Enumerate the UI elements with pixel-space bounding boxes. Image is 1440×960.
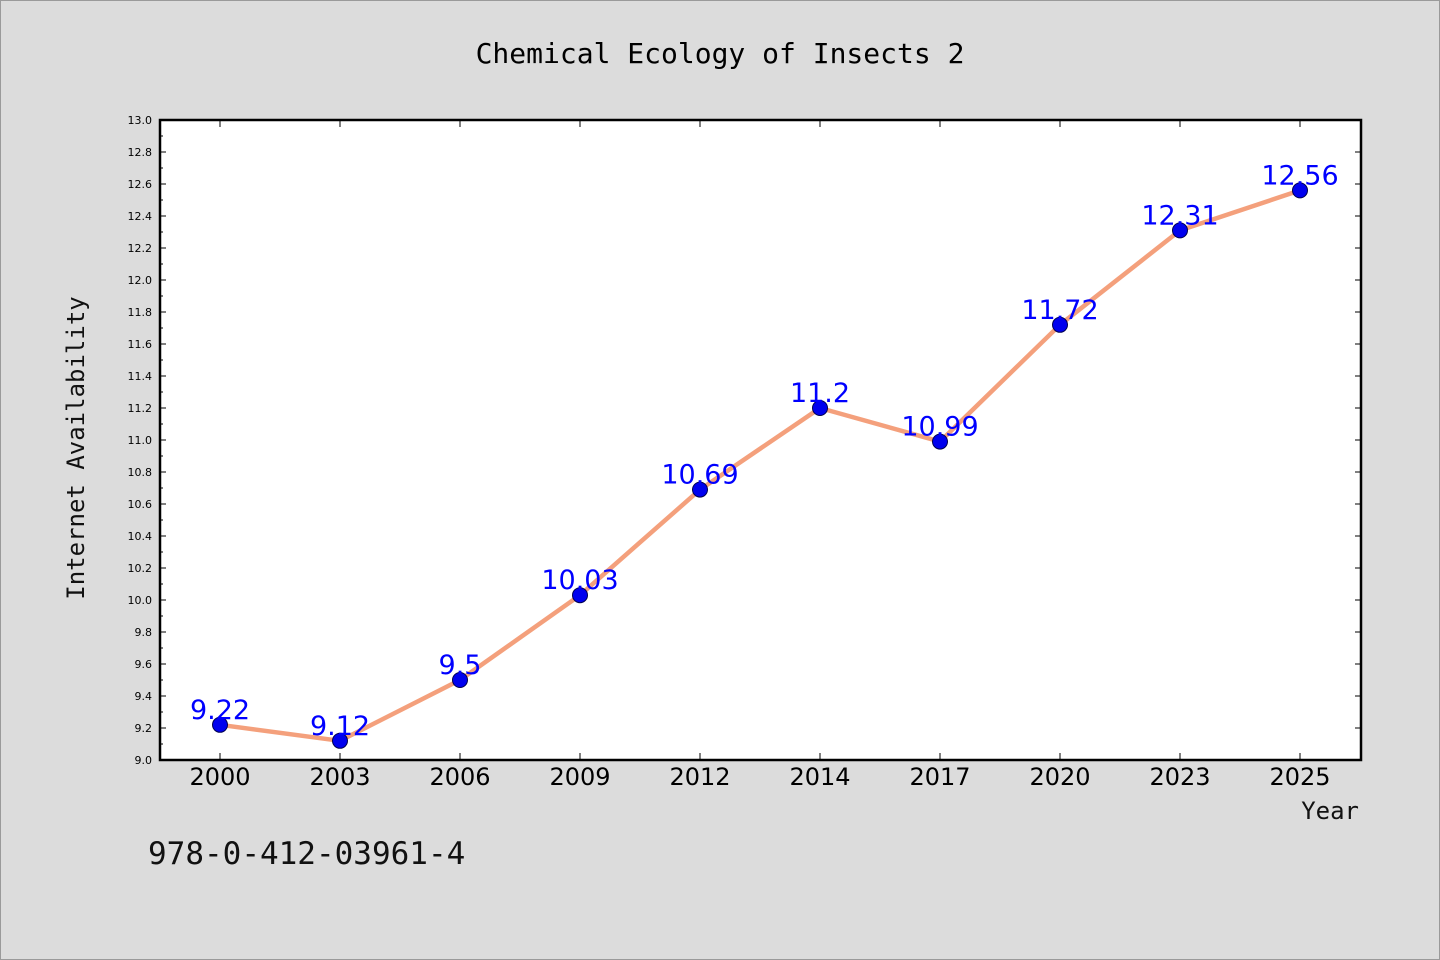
x-tick-label: 2014 bbox=[789, 763, 850, 791]
y-tick-label: 12.8 bbox=[128, 146, 153, 159]
x-tick-label: 2023 bbox=[1149, 763, 1210, 791]
y-axis-label: Internet Availability bbox=[62, 296, 90, 599]
x-axis: 2000 2003 2006 2009 2012 2014 2017 2020 2023 2025 bbox=[189, 120, 1331, 791]
data-point bbox=[572, 587, 588, 604]
data-point bbox=[932, 433, 948, 450]
data-point bbox=[1292, 182, 1308, 199]
data-point bbox=[1172, 222, 1188, 239]
y-tick-label: 11.2 bbox=[128, 402, 153, 415]
y-tick-label: 10.8 bbox=[128, 466, 153, 479]
x-tick-label: 2020 bbox=[1029, 763, 1090, 791]
data-label: 10.99 bbox=[901, 412, 978, 443]
y-tick-label: 10.6 bbox=[128, 498, 153, 511]
y-tick-label: 12.0 bbox=[128, 274, 153, 287]
data-point bbox=[1052, 316, 1068, 333]
y-tick-label: 11.6 bbox=[128, 338, 153, 351]
x-tick-label: 2006 bbox=[429, 763, 490, 791]
x-tick-label: 2017 bbox=[909, 763, 970, 791]
data-point bbox=[332, 732, 348, 749]
data-point bbox=[212, 716, 228, 733]
data-point bbox=[452, 672, 468, 688]
y-tick-label: 12.2 bbox=[128, 242, 153, 255]
y-tick-label: 10.0 bbox=[128, 594, 153, 607]
series-line bbox=[219, 188, 1301, 744]
data-point bbox=[812, 400, 828, 416]
y-tick-label: 12.6 bbox=[128, 178, 153, 191]
x-tick-label: 2003 bbox=[309, 763, 370, 791]
y-tick-label: 11.0 bbox=[128, 434, 153, 447]
y-tick-label: 9.4 bbox=[135, 690, 153, 703]
y-tick-label: 13.0 bbox=[128, 114, 153, 127]
x-tick-label: 2012 bbox=[669, 763, 730, 791]
data-label: 11.72 bbox=[1021, 295, 1098, 326]
y-axis: 9.0 9.2 9.4 9.6 9.8 10.0 10.2 10.4 10.6 10.8 11.0 1… bbox=[128, 114, 1361, 767]
chart-title: Chemical Ecology of Insects 2 bbox=[476, 37, 965, 70]
y-tick-label: 9.2 bbox=[135, 722, 153, 735]
x-tick-label: 2009 bbox=[549, 763, 610, 791]
plot-area bbox=[158, 118, 1363, 762]
data-point bbox=[692, 481, 708, 498]
y-tick-label: 11.4 bbox=[128, 370, 153, 383]
y-tick-label: 9.8 bbox=[135, 626, 153, 639]
data-label: 12.56 bbox=[1261, 160, 1338, 191]
x-tick-label: 2025 bbox=[1269, 763, 1330, 791]
data-label: 9.22 bbox=[190, 695, 250, 726]
data-label: 9.12 bbox=[310, 711, 370, 742]
y-tick-label: 9.0 bbox=[135, 754, 153, 767]
data-label: 10.03 bbox=[541, 565, 618, 596]
data-label: 10.69 bbox=[661, 460, 738, 491]
x-axis-label: Year bbox=[1301, 797, 1359, 825]
y-tick-label: 10.4 bbox=[128, 530, 153, 543]
y-tick-label: 9.6 bbox=[135, 658, 153, 671]
data-series: 9.22 9.12 9.5 10.03 10.69 11.2 10.99 11.72 12.31… bbox=[190, 160, 1339, 749]
y-tick-label: 12.4 bbox=[128, 210, 153, 223]
data-label: 11.2 bbox=[790, 378, 850, 409]
y-tick-label: 10.2 bbox=[128, 562, 153, 575]
data-label: 9.5 bbox=[439, 650, 482, 681]
y-tick-label: 11.8 bbox=[128, 306, 153, 319]
data-label: 12.31 bbox=[1141, 200, 1218, 231]
x-tick-label: 2000 bbox=[189, 763, 250, 791]
isbn-annotation: 978-0-412-03961-4 bbox=[148, 836, 465, 872]
